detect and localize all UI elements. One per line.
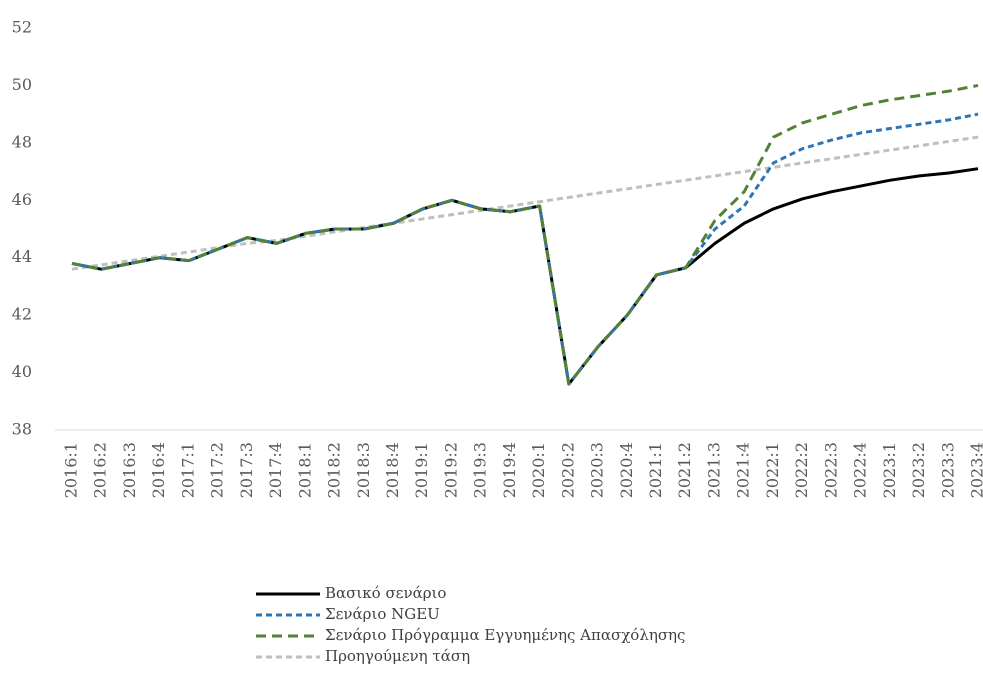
x-tick-label: 2017:4 <box>266 442 285 498</box>
y-tick-label: 44 <box>12 247 32 266</box>
y-tick-label: 50 <box>12 75 32 94</box>
x-tick-label: 2017:1 <box>178 442 197 498</box>
x-tick-label: 2019:3 <box>471 442 490 498</box>
line-series <box>71 112 979 386</box>
x-tick-label: 2021:2 <box>675 442 694 498</box>
x-tick-label: 2018:4 <box>383 442 402 498</box>
x-tick-label: 2016:1 <box>62 442 81 498</box>
y-tick-label: 40 <box>12 362 32 381</box>
line-series <box>71 83 979 386</box>
y-tick-label: 52 <box>12 18 32 37</box>
line-series <box>71 167 979 386</box>
x-tick-label: 2020:2 <box>558 442 577 498</box>
x-tick-label: 2023:2 <box>909 442 928 498</box>
x-tick-label: 2021:1 <box>646 442 665 498</box>
x-tick-label: 2017:2 <box>208 442 227 498</box>
legend-label: Βασικό σενάριο <box>325 584 446 602</box>
x-tick-label: 2021:3 <box>704 442 723 498</box>
x-tick-label: 2020:4 <box>617 442 636 498</box>
x-tick-label: 2022:3 <box>821 442 840 498</box>
legend-label: Σενάριο Πρόγραμμα Εγγυημένης Απασχόλησης <box>325 626 685 644</box>
x-tick-label: 2018:2 <box>325 442 344 498</box>
y-tick-label: 48 <box>12 132 32 151</box>
x-tick-label: 2022:1 <box>763 442 782 498</box>
x-tick-label: 2021:4 <box>734 442 753 498</box>
x-tick-label: 2019:2 <box>441 442 460 498</box>
legend-label: Προηγούμενη τάση <box>325 647 470 665</box>
x-tick-label: 2022:4 <box>851 442 870 498</box>
legend: Βασικό σενάριο Σενάριο NGEU Σενάριο Πρόγρα… <box>256 584 685 665</box>
x-tick-label: 2022:2 <box>792 442 811 498</box>
y-tick-label: 46 <box>12 190 32 209</box>
line-series <box>71 135 979 271</box>
x-tick-label: 2023:1 <box>880 442 899 498</box>
x-tick-label: 2019:4 <box>500 442 519 498</box>
x-tick-label: 2016:2 <box>91 442 110 498</box>
x-tick-label: 2016:3 <box>120 442 139 498</box>
y-tick-label: 38 <box>12 420 32 439</box>
x-tick-label: 2018:1 <box>295 442 314 498</box>
x-tick-label: 2023:3 <box>938 442 957 498</box>
x-tick-label: 2016:4 <box>149 442 168 498</box>
x-tick-label: 2023:4 <box>968 442 983 498</box>
y-tick-label: 42 <box>12 305 32 324</box>
legend-label: Σενάριο NGEU <box>325 605 440 623</box>
x-tick-label: 2019:1 <box>412 442 431 498</box>
x-tick-label: 2017:3 <box>237 442 256 498</box>
x-tick-label: 2020:1 <box>529 442 548 498</box>
x-tick-label: 2018:3 <box>354 442 373 498</box>
x-tick-label: 2020:3 <box>588 442 607 498</box>
